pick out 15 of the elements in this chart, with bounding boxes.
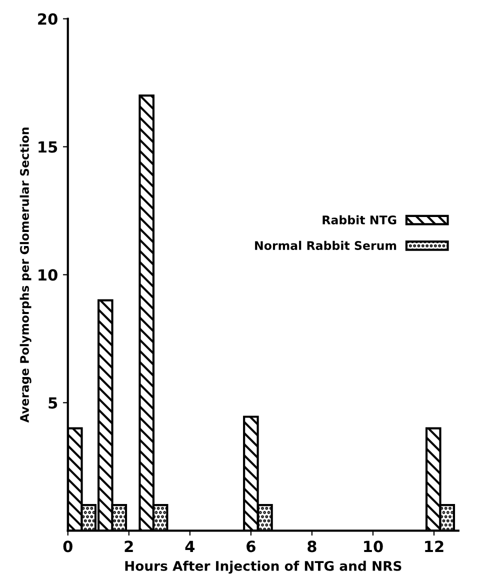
x-tick-label: 0 [63,540,72,552]
legend-label: Normal Rabbit Serum [255,240,396,250]
y-tick-label: 20 [38,13,58,25]
y-axis-title: Average Polymorphs per Glomerular Section [20,128,32,423]
x-tick-label: 8 [308,540,316,552]
x-tick-label: 10 [364,540,383,552]
x-tick-label: 4 [185,540,195,552]
x-tick-label: 6 [246,540,256,552]
x-tick-label: 12 [425,540,444,552]
legend-label: Rabbit NTG [322,215,396,224]
y-tick-label: 5 [48,397,58,409]
x-axis-title: Hours After Injection of NTG and NRS [125,560,402,574]
y-tick-label: 10 [38,269,58,281]
x-tick-label: 2 [124,540,133,552]
y-tick-label: 15 [38,141,58,153]
